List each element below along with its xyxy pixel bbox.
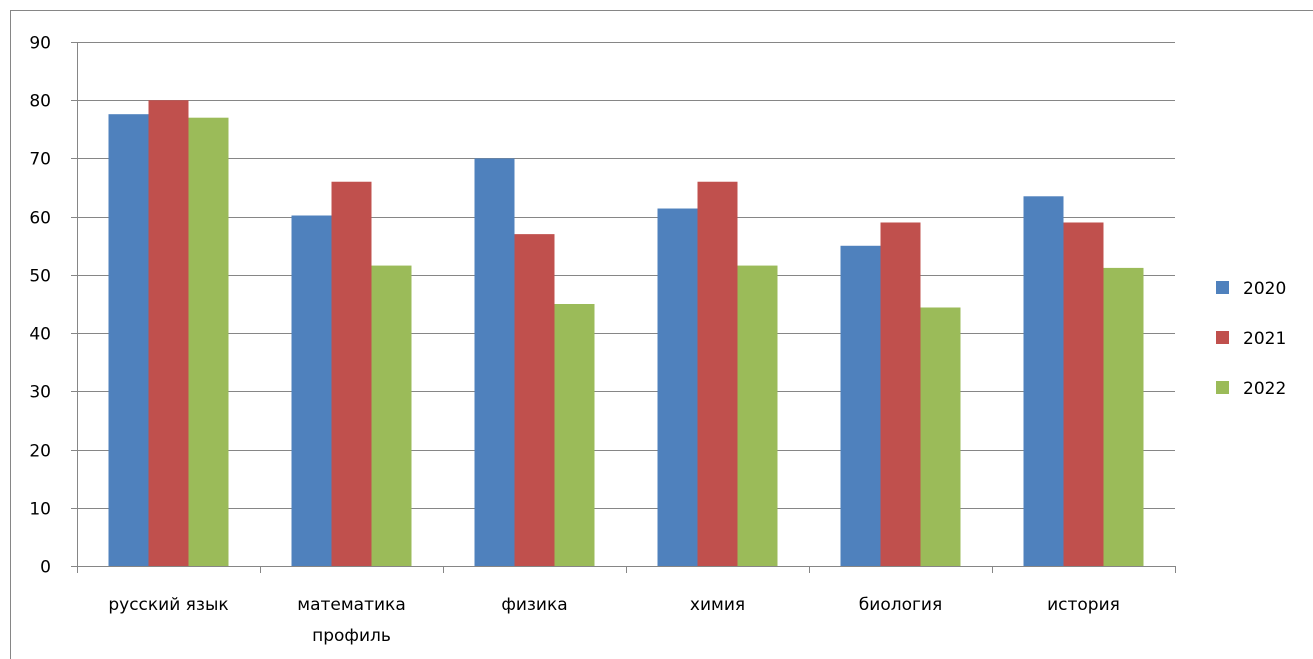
legend-label-2022: 2022: [1243, 379, 1286, 399]
y-tick-label: 10: [29, 500, 51, 520]
legend: 2020 2021 2022: [1216, 279, 1286, 399]
bar-2020-2: [474, 158, 515, 566]
bar-2021-3: [697, 181, 738, 566]
y-tick-label: 20: [29, 442, 51, 462]
y-tick-label: 80: [29, 92, 51, 112]
bar-2022-5: [1103, 267, 1144, 566]
bar-2022-1: [371, 265, 412, 566]
y-tick-label: 70: [29, 150, 51, 170]
bar-2021-1: [331, 181, 372, 566]
bar-2020-5: [1023, 196, 1064, 567]
bar-2022-2: [554, 304, 595, 566]
category-label: русский язык: [108, 595, 228, 615]
legend-label-2020: 2020: [1243, 279, 1286, 299]
bars: [108, 100, 1144, 567]
bar-2020-4: [840, 245, 881, 566]
y-tick-label: 0: [40, 558, 51, 578]
legend-swatch-2020: [1216, 281, 1229, 294]
bar-2022-4: [920, 307, 961, 566]
bar-2021-0: [148, 100, 189, 566]
gridlines: [77, 42, 1175, 509]
y-tick-label: 50: [29, 267, 51, 287]
bar-2021-4: [880, 222, 921, 566]
bar-2022-3: [737, 265, 778, 566]
category-label: биология: [859, 595, 942, 615]
category-label: математика профиль: [297, 595, 405, 646]
legend-swatch-2022: [1216, 381, 1229, 394]
category-label: физика: [501, 595, 567, 615]
y-tick-label: 40: [29, 325, 51, 345]
legend-label-2021: 2021: [1243, 329, 1286, 349]
category-label: история: [1047, 595, 1120, 615]
legend-swatch-2021: [1216, 331, 1229, 344]
y-tick-label: 30: [29, 383, 51, 403]
bar-2021-5: [1063, 222, 1104, 566]
y-tick-label: 90: [29, 34, 51, 54]
bar-2020-1: [291, 215, 332, 566]
bar-2021-2: [514, 234, 555, 566]
bar-2022-0: [188, 117, 229, 566]
axes: 0 10 20 30 40 50 60 70 80 90 русский язык математик…: [29, 34, 1176, 646]
bar-2020-0: [108, 114, 149, 566]
y-tick-label: 60: [29, 209, 51, 229]
category-label: химия: [690, 595, 745, 615]
bar-2020-3: [657, 208, 698, 566]
